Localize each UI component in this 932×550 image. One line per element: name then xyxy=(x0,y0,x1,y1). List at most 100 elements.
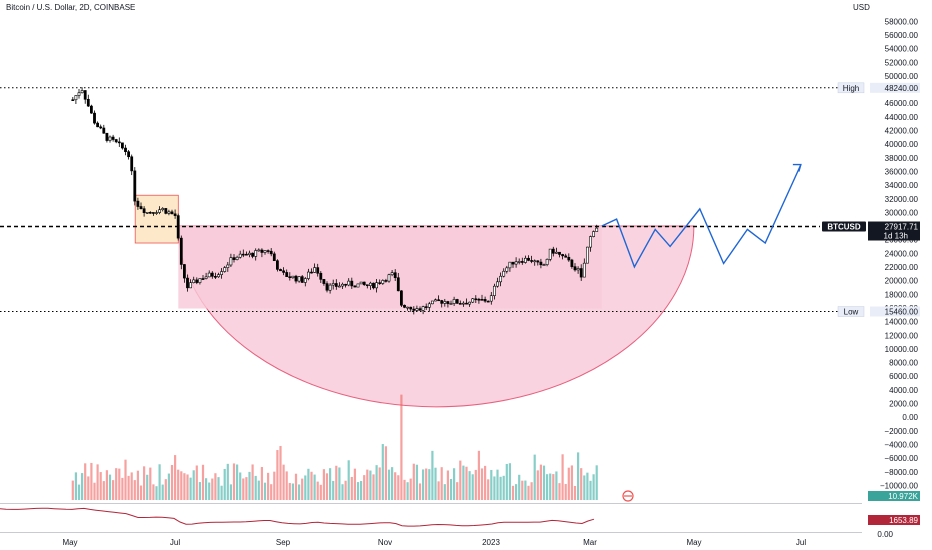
candle[interactable] xyxy=(223,265,227,273)
candle[interactable] xyxy=(524,255,527,264)
candle[interactable] xyxy=(437,295,441,302)
candle[interactable] xyxy=(251,252,255,259)
range-zone[interactable] xyxy=(178,225,602,309)
volume-bar[interactable] xyxy=(239,472,242,500)
volume-bar[interactable] xyxy=(254,475,257,500)
volume-bar[interactable] xyxy=(74,472,78,500)
candle[interactable] xyxy=(409,306,413,312)
volume-bar[interactable] xyxy=(332,480,335,500)
consolidation-box[interactable] xyxy=(134,194,179,244)
candle[interactable] xyxy=(331,279,335,290)
volume-bar[interactable] xyxy=(325,473,329,500)
candle[interactable] xyxy=(520,257,524,265)
volume-bar[interactable] xyxy=(267,472,270,500)
candle[interactable] xyxy=(378,279,382,285)
candle[interactable] xyxy=(483,296,487,303)
volume-bar[interactable] xyxy=(499,476,502,500)
candle[interactable] xyxy=(517,258,521,265)
candle[interactable] xyxy=(592,230,596,238)
candle[interactable] xyxy=(381,279,385,285)
candle[interactable] xyxy=(272,251,276,262)
candle[interactable] xyxy=(539,258,543,269)
candle[interactable] xyxy=(294,274,298,284)
candle[interactable] xyxy=(235,255,239,261)
candle[interactable] xyxy=(586,246,589,264)
candle[interactable] xyxy=(365,284,369,289)
volume-bar[interactable] xyxy=(251,464,254,500)
volume-bar[interactable] xyxy=(443,484,446,500)
volume-bar[interactable] xyxy=(341,484,344,500)
candle[interactable] xyxy=(511,261,515,268)
candle[interactable] xyxy=(440,299,444,308)
volume-bar[interactable] xyxy=(139,485,143,500)
candle[interactable] xyxy=(548,248,552,262)
candle[interactable] xyxy=(114,138,118,144)
volume-bar[interactable] xyxy=(183,473,186,500)
volume-bar[interactable] xyxy=(375,465,378,500)
volume-bar[interactable] xyxy=(96,464,99,500)
volume-bar[interactable] xyxy=(474,469,477,500)
symbol-tag[interactable] xyxy=(822,221,866,232)
volume-bar[interactable] xyxy=(127,475,130,500)
volume-bar[interactable] xyxy=(124,459,127,500)
candle[interactable] xyxy=(328,283,332,294)
volume-bar[interactable] xyxy=(536,470,539,500)
candle[interactable] xyxy=(514,257,518,268)
volume-bar[interactable] xyxy=(316,481,319,500)
volume-bar[interactable] xyxy=(164,479,167,500)
volume-bar[interactable] xyxy=(170,465,174,500)
volume-bar[interactable] xyxy=(174,455,177,500)
volume-bar[interactable] xyxy=(329,468,332,500)
volume-bar[interactable] xyxy=(471,474,474,500)
candle[interactable] xyxy=(338,282,341,288)
volume-bar[interactable] xyxy=(356,482,360,500)
volume-bar[interactable] xyxy=(391,467,394,500)
candle[interactable] xyxy=(90,104,93,114)
volume-bar[interactable] xyxy=(577,452,580,500)
volume-bar[interactable] xyxy=(434,467,437,500)
volume-bar[interactable] xyxy=(552,474,555,500)
candle[interactable] xyxy=(396,272,400,292)
candle[interactable] xyxy=(121,142,124,150)
volume-bar[interactable] xyxy=(201,464,205,500)
candle[interactable] xyxy=(170,209,174,215)
candle[interactable] xyxy=(369,281,372,290)
volume-bar[interactable] xyxy=(378,467,381,500)
candle[interactable] xyxy=(108,135,112,143)
candle[interactable] xyxy=(145,212,149,215)
volume-bar[interactable] xyxy=(177,469,180,500)
candle[interactable] xyxy=(471,297,475,304)
volume-bar[interactable] xyxy=(226,463,229,500)
candle[interactable] xyxy=(133,167,137,206)
volume-bar[interactable] xyxy=(387,469,391,500)
candle[interactable] xyxy=(204,272,208,280)
candle[interactable] xyxy=(80,87,84,94)
volume-bar[interactable] xyxy=(502,475,505,500)
candle[interactable] xyxy=(86,94,90,107)
candle[interactable] xyxy=(279,268,282,272)
volume-bar[interactable] xyxy=(304,475,307,500)
volume-bar[interactable] xyxy=(558,483,561,500)
candle[interactable] xyxy=(214,272,217,279)
volume-bar[interactable] xyxy=(260,467,264,500)
candle[interactable] xyxy=(307,268,310,281)
volume-bar[interactable] xyxy=(217,477,220,500)
candle[interactable] xyxy=(229,253,233,267)
current-price-tag[interactable] xyxy=(868,221,920,241)
volume-bar[interactable] xyxy=(285,471,288,500)
volume-bar[interactable] xyxy=(115,468,118,500)
volume-bar[interactable] xyxy=(220,485,223,500)
volume-bar[interactable] xyxy=(409,478,412,500)
candle[interactable] xyxy=(127,149,131,160)
candle[interactable] xyxy=(158,206,162,215)
candle[interactable] xyxy=(167,209,171,216)
candle[interactable] xyxy=(582,258,586,278)
candle[interactable] xyxy=(99,124,103,130)
volume-bar[interactable] xyxy=(322,469,326,500)
candle[interactable] xyxy=(449,300,453,305)
volume-bar[interactable] xyxy=(539,464,543,500)
volume-bar[interactable] xyxy=(518,474,521,500)
candle[interactable] xyxy=(558,251,561,258)
volume-bar[interactable] xyxy=(108,474,112,500)
volume-bar[interactable] xyxy=(480,468,484,500)
